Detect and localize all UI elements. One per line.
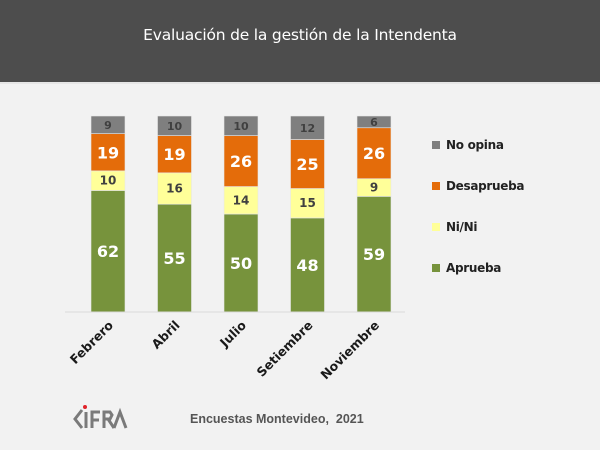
legend-item-ni-ni: Ni/Ni <box>432 220 478 234</box>
legend-label-aprueba: Aprueba <box>446 261 502 275</box>
data-label-desaprueba-julio: 26 <box>230 152 252 171</box>
data-label-no-opina-julio: 10 <box>233 120 249 133</box>
legend-swatch-desaprueba <box>432 182 440 190</box>
x-tick-labels: Febrero Abril Julio Setiembre Noviembre <box>67 317 382 382</box>
bar-ni-ni-setiembre <box>290 188 325 219</box>
x-tick-label-setiembre: Setiembre <box>254 318 316 380</box>
data-label-no-opina-noviembre: 6 <box>370 116 378 129</box>
data-label-ni-ni-julio: 14 <box>233 193 250 207</box>
data-label-ni-ni-setiembre: 15 <box>299 196 316 210</box>
bar-aprueba-febrero <box>90 190 126 313</box>
data-label-no-opina-abril: 10 <box>167 120 183 133</box>
header-banner: Evaluación de la gestión de la Intendent… <box>0 0 600 82</box>
data-label-ni-ni-noviembre: 9 <box>370 181 378 195</box>
data-label-desaprueba-febrero: 19 <box>97 143 119 162</box>
bar-no-opina-julio <box>223 115 259 136</box>
footer: Encuestas Montevideo, 2021 <box>60 400 364 440</box>
legend-swatch-aprueba <box>432 264 440 272</box>
data-label-ni-ni-abril: 16 <box>166 182 183 196</box>
x-tick-label-febrero: Febrero <box>67 317 117 367</box>
data-label-aprueba-abril: 55 <box>163 249 185 268</box>
bar-no-opina-noviembre <box>356 115 392 129</box>
bar-desaprueba-abril <box>157 135 192 174</box>
bar-desaprueba-febrero <box>90 133 126 172</box>
bar-desaprueba-julio <box>223 135 259 187</box>
bar-desaprueba-noviembre <box>356 127 392 180</box>
legend-label-no-opina: No opina <box>446 138 504 152</box>
header-divider <box>0 82 600 84</box>
x-tick-label-abril: Abril <box>148 318 182 352</box>
source-note: Encuestas Montevideo, 2021 <box>190 412 364 426</box>
bar-aprueba-julio <box>223 213 259 313</box>
data-label-aprueba-setiembre: 48 <box>296 256 318 275</box>
logo-dot-icon <box>83 405 87 409</box>
data-label-ni-ni-febrero: 10 <box>100 174 117 188</box>
bar-aprueba-noviembre <box>356 196 392 313</box>
legend-swatch-ni-ni <box>432 223 440 231</box>
data-label-no-opina-febrero: 9 <box>104 119 112 132</box>
bar-no-opina-febrero <box>90 115 126 134</box>
bar-no-opina-setiembre <box>290 115 325 140</box>
bar-no-opina-abril <box>157 115 192 136</box>
legend-item-desaprueba: Desaprueba <box>432 179 525 193</box>
bar-aprueba-abril <box>157 203 192 313</box>
legend-label-ni-ni: Ni/Ni <box>446 220 478 234</box>
chart-title: Evaluación de la gestión de la Intendent… <box>143 26 457 44</box>
data-label-desaprueba-noviembre: 26 <box>363 144 385 163</box>
legend-item-no-opina: No opina <box>432 138 504 152</box>
bars-group: 62 10 19 9 55 16 19 10 50 14 26 10 48 15 25 12 59 9 26 6 <box>90 115 392 313</box>
legend-swatch-no-opina <box>432 141 440 149</box>
x-tick-label-julio: Julio <box>216 317 249 350</box>
data-label-aprueba-noviembre: 59 <box>363 245 385 264</box>
data-label-aprueba-febrero: 62 <box>97 242 119 261</box>
cifra-logo <box>73 405 128 429</box>
data-label-no-opina-setiembre: 12 <box>300 122 315 135</box>
x-tick-label-noviembre: Noviembre <box>317 318 382 383</box>
bar-aprueba-setiembre <box>290 217 325 313</box>
legend-item-aprueba: Aprueba <box>432 261 501 275</box>
data-label-desaprueba-abril: 19 <box>163 145 185 164</box>
data-label-desaprueba-setiembre: 25 <box>296 155 318 174</box>
data-label-aprueba-julio: 50 <box>230 254 252 273</box>
legend-label-desaprueba: Desaprueba <box>446 179 525 193</box>
bar-ni-ni-julio <box>223 186 259 215</box>
bar-ni-ni-abril <box>157 172 192 205</box>
